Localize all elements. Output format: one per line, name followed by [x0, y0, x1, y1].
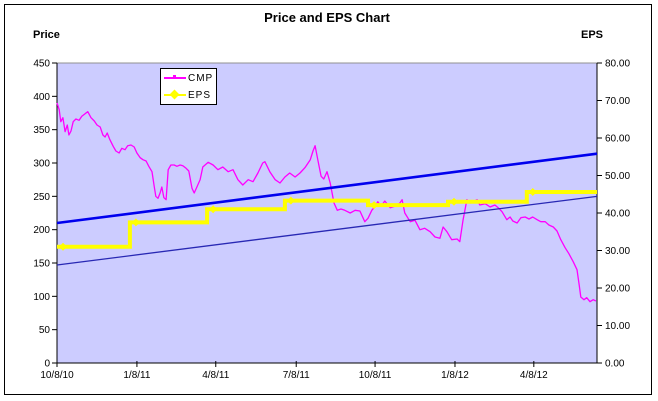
lower-trend-line: [56, 195, 598, 266]
chart-outer-border: [4, 4, 652, 395]
y-left-tick-label: 200: [33, 225, 50, 236]
y-right-tick-label: 70.00: [605, 96, 630, 107]
y-right-tick-label: 80.00: [605, 59, 630, 70]
y-right-tick-label: 60.00: [605, 134, 630, 145]
x-tick-label: 1/8/12: [441, 370, 469, 381]
eps-diamond-marker: [449, 197, 458, 206]
eps-diamond-marker: [131, 218, 140, 227]
chart-title: Price and EPS Chart: [264, 10, 390, 25]
plot-background: [57, 63, 597, 363]
x-tick-label: 10/8/11: [359, 370, 392, 381]
y-left-tick-label: 350: [33, 125, 50, 136]
x-tick-label: 4/8/11: [202, 370, 229, 381]
y-right-tick-label: 0.00: [605, 359, 625, 370]
eps-line-sample: [164, 89, 186, 100]
eps-diamond-marker: [528, 188, 537, 196]
cmp-line-sample: [164, 73, 186, 83]
y-left-tick-label: 100: [33, 292, 50, 303]
legend-label-eps: EPS: [188, 89, 212, 101]
x-tick-label: 4/8/12: [520, 370, 548, 381]
eps-diamond-marker: [59, 242, 67, 251]
y-left-tick-label: 250: [33, 192, 50, 203]
cmp-marker-icon: [173, 75, 176, 79]
y-right-tick-label: 40.00: [605, 209, 630, 220]
x-tick-label: 7/8/11: [283, 370, 310, 381]
right-axis-title: EPS: [581, 29, 604, 41]
x-tick-label: 10/8/10: [40, 370, 74, 381]
y-right-tick-label: 20.00: [605, 284, 630, 295]
y-right-tick-label: 30.00: [605, 246, 630, 257]
legend-box: CMP EPS: [160, 68, 217, 105]
y-left-tick-label: 0: [44, 359, 50, 370]
y-left-tick-label: 450: [33, 59, 50, 70]
left-axis-title: Price: [33, 29, 60, 41]
eps-step-line: [57, 190, 597, 249]
x-tick-label: 1/8/11: [123, 370, 150, 381]
upper-trend-line: [56, 152, 598, 225]
eps-diamond-marker: [209, 205, 218, 214]
legend-label-cmp: CMP: [188, 72, 214, 84]
y-left-tick-label: 400: [33, 92, 50, 103]
y-right-tick-label: 50.00: [605, 171, 630, 182]
y-left-tick-label: 150: [33, 259, 50, 270]
legend-entry-cmp: CMP: [161, 70, 216, 86]
y-left-tick-label: 300: [33, 159, 50, 170]
y-left-tick-label: 50: [39, 325, 51, 336]
eps-marker-icon: [169, 89, 180, 100]
y-right-tick-label: 10.00: [605, 321, 630, 332]
cmp-price-line: [56, 102, 597, 303]
legend-entry-eps: EPS: [161, 87, 216, 103]
eps-diamond-marker: [286, 196, 295, 205]
eps-diamond-marker: [370, 201, 379, 210]
